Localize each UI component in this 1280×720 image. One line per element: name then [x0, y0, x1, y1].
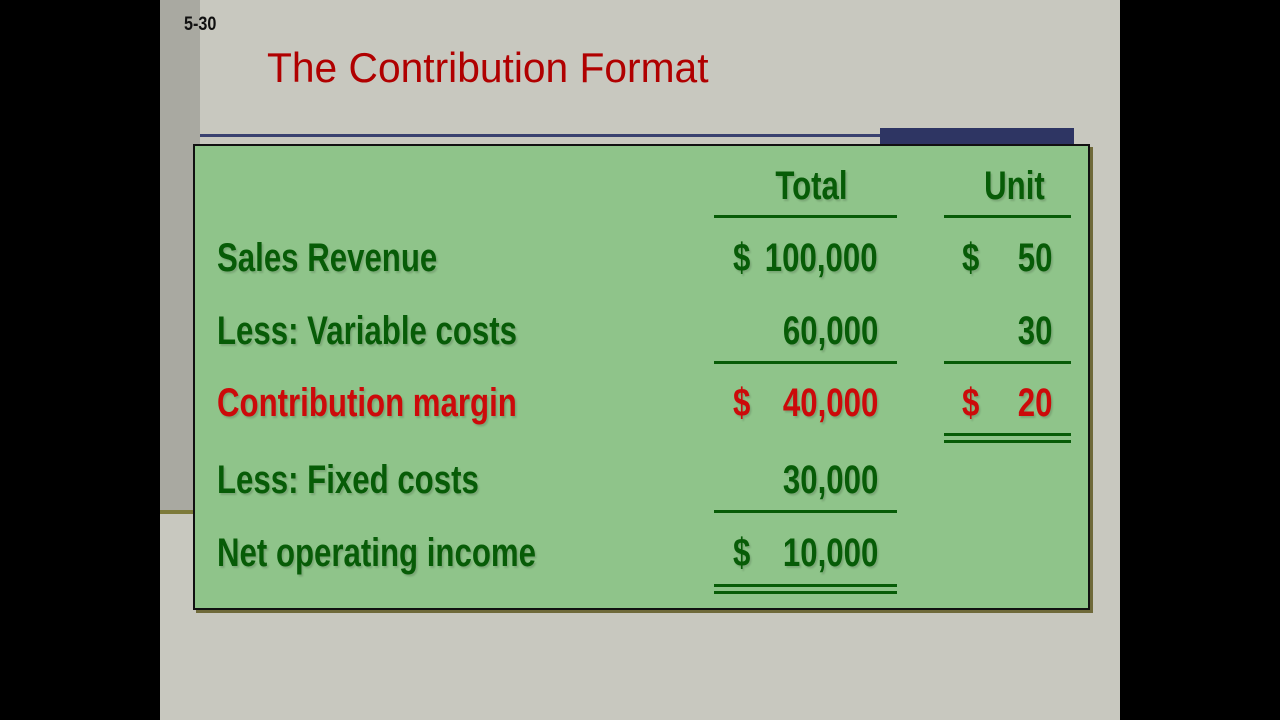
- header-unit: Unit: [984, 164, 1045, 208]
- left-band-line: [160, 510, 200, 514]
- unit-dollar-sign: $: [962, 381, 980, 425]
- fixed-costs-total: 30,000: [782, 458, 878, 502]
- sales-unit: 50: [1017, 236, 1052, 280]
- contribution-margin-total: 40,000: [782, 381, 878, 425]
- sales-total: 100,000: [765, 236, 878, 280]
- variable-costs-unit: 30: [1017, 309, 1052, 353]
- total-double-underline-bottom: [714, 591, 897, 594]
- unit-dollar-sign: $: [962, 236, 980, 280]
- total-double-underline-top: [714, 584, 897, 587]
- unit-underline: [944, 361, 1071, 364]
- row-label-sales-revenue: Sales Revenue: [217, 236, 438, 280]
- row-label-fixed-costs: Less: Fixed costs: [217, 458, 479, 502]
- total-dollar-sign: $: [733, 531, 751, 575]
- income-statement-panel: [193, 144, 1090, 610]
- unit-double-underline-bottom: [944, 440, 1071, 443]
- contribution-margin-unit: 20: [1017, 381, 1052, 425]
- title-rule-block: [880, 128, 1074, 144]
- total-underline: [714, 510, 897, 513]
- total-underline: [714, 361, 897, 364]
- variable-costs-total: 60,000: [782, 309, 878, 353]
- row-label-net-operating-income: Net operating income: [217, 531, 536, 575]
- unit-double-underline-top: [944, 433, 1071, 436]
- header-unit-underline: [944, 215, 1071, 218]
- row-label-contribution-margin: Contribution margin: [217, 381, 517, 425]
- header-total: Total: [775, 164, 848, 208]
- row-label-variable-costs: Less: Variable costs: [217, 309, 518, 353]
- slide-title: The Contribution Format: [267, 44, 709, 91]
- title-rule: [200, 134, 880, 137]
- total-dollar-sign: $: [733, 381, 751, 425]
- slide-number: 5-30: [184, 14, 217, 35]
- total-dollar-sign: $: [733, 236, 751, 280]
- net-operating-income-total: 10,000: [782, 531, 878, 575]
- header-total-underline: [714, 215, 897, 218]
